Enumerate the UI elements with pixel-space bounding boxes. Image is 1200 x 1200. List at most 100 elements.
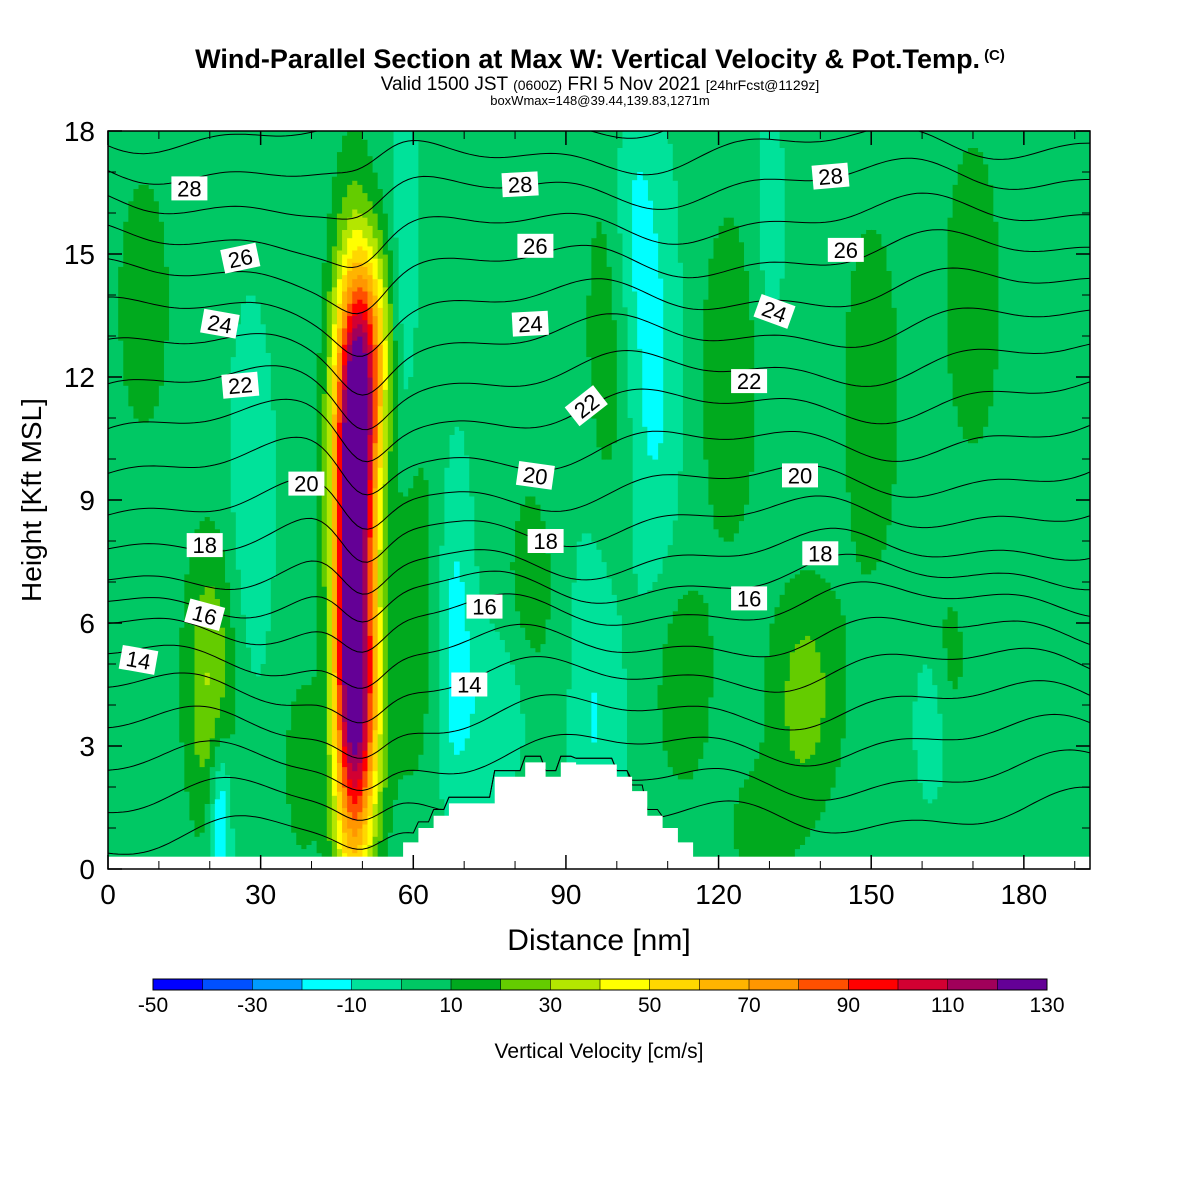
w-cell [357, 762, 364, 780]
w-cell [331, 245, 338, 288]
w-cell [336, 327, 343, 353]
w-cell [922, 131, 928, 665]
w-cell [993, 368, 1000, 869]
theta-label-text: 24 [517, 311, 543, 337]
w-cell [194, 754, 201, 837]
w-cell [367, 274, 374, 292]
w-cell [789, 577, 796, 653]
w-cell [347, 131, 353, 185]
w-cell [947, 680, 954, 869]
w-cell [377, 344, 384, 407]
w-cell [392, 340, 399, 800]
theta-label: 20 [515, 461, 555, 490]
w-cell [331, 672, 338, 747]
w-cell [794, 573, 801, 645]
w-cell [616, 233, 623, 616]
w-cell [525, 639, 531, 869]
w-cell [372, 803, 379, 837]
w-cell [357, 286, 364, 300]
w-cell [331, 364, 338, 415]
w-cell [917, 782, 923, 869]
w-cell [464, 131, 470, 456]
w-cell [988, 405, 994, 869]
w-cell [326, 213, 333, 292]
chart-title-text: Wind-Parallel Section at Max W: Vertical… [195, 44, 981, 74]
w-cell [336, 381, 343, 423]
w-cell [357, 184, 364, 214]
w-cell [357, 795, 364, 813]
w-cell [525, 495, 531, 640]
w-cell [494, 131, 501, 632]
w-cell [306, 684, 313, 845]
w-cell [194, 614, 201, 755]
w-cell [917, 131, 923, 673]
w-cell [143, 184, 150, 423]
w-cell [769, 623, 776, 869]
colorbar-swatch [898, 979, 949, 990]
colorbar-tick-label: 70 [737, 994, 760, 1017]
w-cell [1028, 131, 1035, 869]
w-cell [326, 840, 333, 869]
w-cell [387, 303, 394, 452]
colorbar-swatch [600, 979, 651, 990]
colorbar-tick-label: -10 [336, 994, 366, 1017]
w-cell [810, 639, 816, 755]
w-cell [372, 315, 379, 345]
w-cell [382, 213, 389, 255]
w-cell [372, 770, 379, 804]
w-cell [642, 594, 648, 869]
w-cell [647, 590, 654, 869]
w-cell [749, 770, 755, 869]
w-cell [377, 405, 384, 468]
w-cell [357, 213, 364, 230]
w-cell [153, 131, 160, 202]
w-cell [784, 680, 791, 727]
w-cell [423, 713, 430, 869]
colorbar-swatch [798, 979, 849, 990]
w-cell [347, 258, 353, 271]
terrain [403, 762, 694, 869]
w-cell [367, 344, 374, 378]
w-cell [947, 606, 954, 681]
colorbar-swatch [252, 979, 303, 990]
w-cell [845, 131, 852, 312]
w-cell [194, 131, 201, 530]
w-cell [342, 422, 348, 686]
w-cell [744, 131, 750, 271]
w-cell [942, 131, 949, 620]
w-cell [133, 418, 140, 869]
w-cell [967, 147, 974, 444]
w-cell [983, 426, 989, 869]
w-cell [382, 286, 389, 341]
w-cell [993, 131, 1000, 222]
w-cell [336, 278, 343, 304]
w-cell [840, 614, 847, 739]
theta-label: 26 [517, 233, 554, 259]
w-cell [362, 352, 369, 530]
w-cell [937, 131, 944, 714]
w-cell [591, 418, 598, 542]
w-cell [362, 528, 369, 722]
w-cell [815, 819, 821, 869]
w-cell [367, 692, 374, 743]
x-tick-label: 60 [398, 879, 429, 910]
w-cell [362, 217, 369, 239]
colorbar-swatch [550, 979, 601, 990]
w-cell [586, 131, 592, 296]
w-cell [840, 131, 847, 616]
theta-label: 24 [753, 293, 796, 329]
w-cell [418, 467, 425, 755]
w-cell [230, 131, 236, 358]
w-cell [723, 217, 730, 542]
w-cell [352, 803, 358, 821]
w-cell [377, 606, 384, 735]
x-tick-label: 150 [848, 879, 895, 910]
w-cell [957, 163, 964, 427]
w-cell [967, 131, 974, 148]
w-cell [118, 266, 124, 341]
w-cell [336, 131, 343, 153]
w-cell [489, 131, 496, 624]
w-cell [642, 180, 648, 427]
w-cell [362, 303, 369, 321]
colorbar-swatch [649, 979, 700, 990]
